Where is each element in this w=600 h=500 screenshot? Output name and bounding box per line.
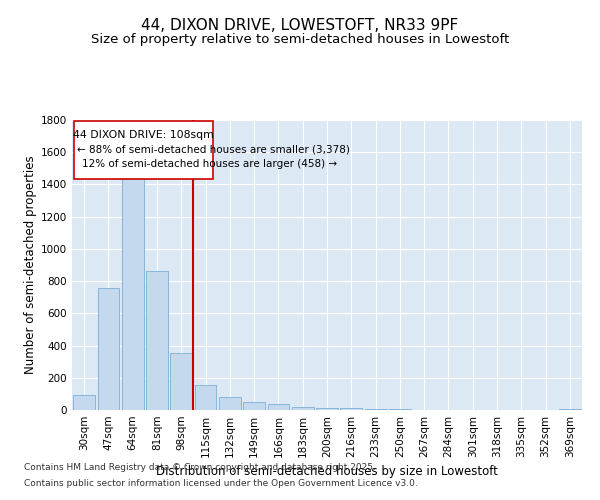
Bar xyxy=(243,402,265,410)
Bar xyxy=(268,404,289,410)
Bar xyxy=(170,353,192,410)
Text: Contains HM Land Registry data © Crown copyright and database right 2025.: Contains HM Land Registry data © Crown c… xyxy=(24,464,376,472)
Bar xyxy=(122,177,143,410)
Text: 12% of semi-detached houses are larger (458) →: 12% of semi-detached houses are larger (… xyxy=(82,158,337,168)
Text: Size of property relative to semi-detached houses in Lowestoft: Size of property relative to semi-detach… xyxy=(91,32,509,46)
Text: 44, DIXON DRIVE, LOWESTOFT, NR33 9PF: 44, DIXON DRIVE, LOWESTOFT, NR33 9PF xyxy=(142,18,458,32)
Bar xyxy=(97,288,119,410)
Bar xyxy=(292,407,314,410)
Bar xyxy=(316,408,338,410)
Bar xyxy=(365,408,386,410)
Bar xyxy=(340,408,362,410)
Text: 44 DIXON DRIVE: 108sqm: 44 DIXON DRIVE: 108sqm xyxy=(73,130,214,140)
Bar xyxy=(559,408,581,410)
FancyBboxPatch shape xyxy=(74,121,213,179)
Bar xyxy=(194,385,217,410)
Text: ← 88% of semi-detached houses are smaller (3,378): ← 88% of semi-detached houses are smalle… xyxy=(77,144,350,154)
Bar xyxy=(146,270,168,410)
Bar xyxy=(73,394,95,410)
Y-axis label: Number of semi-detached properties: Number of semi-detached properties xyxy=(24,156,37,374)
Text: Contains public sector information licensed under the Open Government Licence v3: Contains public sector information licen… xyxy=(24,478,418,488)
Bar xyxy=(219,397,241,410)
Bar xyxy=(389,409,411,410)
X-axis label: Distribution of semi-detached houses by size in Lowestoft: Distribution of semi-detached houses by … xyxy=(156,466,498,478)
